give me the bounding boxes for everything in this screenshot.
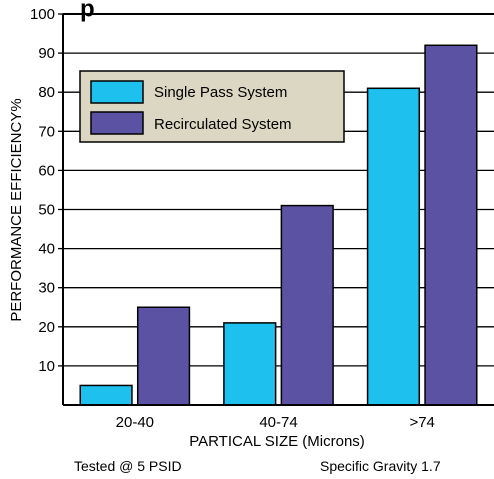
y-tick-label: 40	[38, 241, 55, 258]
y-tick-label: 100	[30, 6, 55, 23]
chart-title-fragment: p	[80, 0, 95, 22]
test-pressure-note: Tested @ 5 PSID	[74, 458, 182, 474]
y-tick-label: 30	[38, 280, 55, 297]
x-tick-label: 40-74	[259, 414, 297, 431]
bar-recirculated	[280, 204, 334, 406]
y-tick-label: 60	[38, 162, 55, 179]
bar-recirculated	[424, 44, 478, 406]
x-axis-title: PARTICAL SIZE (Microns)	[189, 433, 365, 450]
bar-single-pass	[223, 322, 277, 406]
bar-single-pass	[366, 87, 421, 406]
x-tick-label: 20-40	[116, 414, 154, 431]
legend: Single Pass System Recirculated System	[79, 70, 345, 143]
legend-swatch-single-pass	[90, 80, 144, 104]
y-tick-label: 50	[38, 202, 55, 219]
y-tick-labels: 10 20 30 40 50 60 70 80 90 100	[30, 6, 55, 375]
y-tick-label: 10	[38, 358, 55, 375]
x-tick-labels: 20-40 40-74 >74	[116, 414, 435, 431]
y-axis-title: PERFORMANCE EFFICIENCY%	[8, 98, 25, 321]
legend-label-single-pass: Single Pass System	[154, 84, 287, 101]
y-tick-label: 20	[38, 319, 55, 336]
x-tick-label: >74	[409, 414, 434, 431]
legend-label-recirculated: Recirculated System	[154, 116, 292, 133]
specific-gravity-note: Specific Gravity 1.7	[320, 458, 441, 474]
y-tick-label: 70	[38, 123, 55, 140]
bar-single-pass	[79, 384, 133, 406]
bar-recirculated	[136, 306, 191, 406]
legend-swatch-recirculated	[90, 111, 144, 135]
y-tick-label: 80	[38, 84, 55, 101]
y-tick-label: 90	[38, 45, 55, 62]
